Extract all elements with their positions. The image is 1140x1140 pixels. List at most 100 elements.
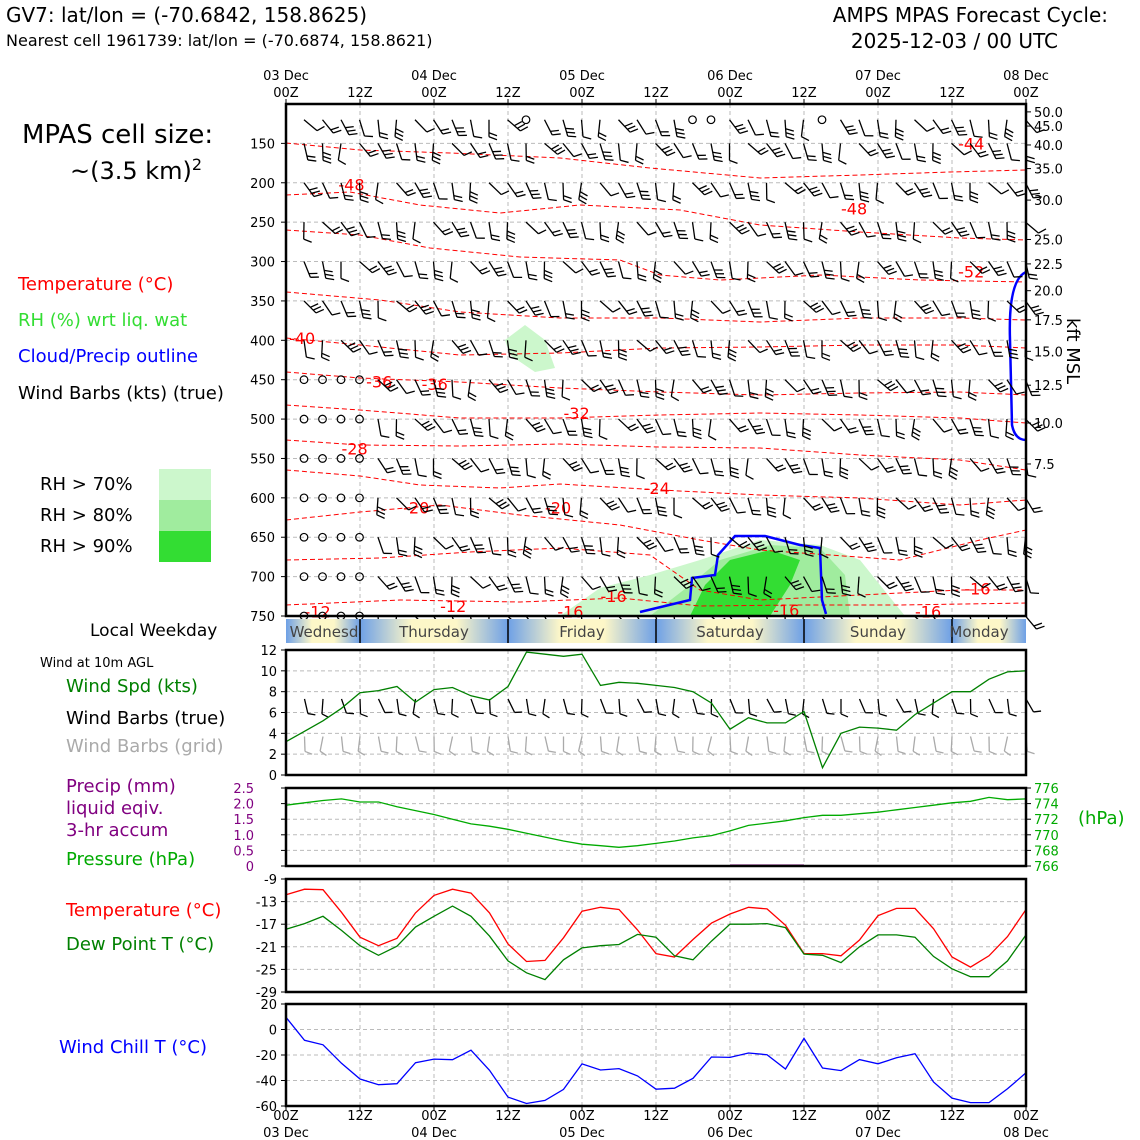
isotherm-line <box>285 371 1027 396</box>
wind-barb-flag <box>509 356 519 360</box>
wind-barb-flag <box>923 194 933 198</box>
calm-wind-marker <box>299 414 309 424</box>
wind-barb-flag <box>624 122 633 127</box>
wind-barb <box>414 261 429 280</box>
isotherm-label: -16 <box>964 580 990 599</box>
wind-barb-flag <box>1012 473 1022 476</box>
wind-barb-flag <box>828 506 838 510</box>
wind-barb-flag <box>1031 192 1040 195</box>
wind-barb <box>673 497 683 519</box>
wind-barb-shaft <box>728 576 734 594</box>
wind-barb <box>358 182 369 203</box>
grid-wind-barb-flag <box>616 750 624 756</box>
grid-wind-barb-flag <box>449 750 456 757</box>
wind-barb-flag <box>544 588 554 593</box>
wind-barb-flag <box>1004 132 1014 138</box>
wind-barb <box>599 458 615 475</box>
wind-barb-shaft <box>303 300 317 314</box>
wind-barb-flag <box>701 187 710 193</box>
wind-barb-flag <box>303 238 312 243</box>
true-wind-barb-flag <box>956 712 965 715</box>
wind-barb-flag <box>488 136 498 141</box>
wind-barb-shaft <box>803 497 816 511</box>
wind-barb <box>839 418 859 434</box>
wind-barb-shaft <box>673 119 678 137</box>
wind-barb-flag <box>570 348 579 352</box>
wind-barb-shaft <box>636 261 639 279</box>
wind-barb-shaft <box>728 379 736 397</box>
swatch-rh80 <box>159 500 211 531</box>
wind-barb <box>395 379 415 395</box>
wind-barb <box>616 537 626 559</box>
wind-barb-flag <box>580 510 589 516</box>
wind-barb-flag <box>914 545 923 550</box>
wind-barb-shaft <box>470 261 483 275</box>
wind-barb <box>580 119 592 140</box>
wind-barb <box>1025 221 1047 234</box>
wind-barb-flag <box>653 277 662 283</box>
wind-barb-shaft <box>727 340 731 358</box>
wind-barb-flag <box>715 273 724 275</box>
wind-barb-flag <box>772 263 782 269</box>
true-wind-barb <box>507 698 523 714</box>
wind-barb <box>562 261 584 274</box>
wind-barb-flag <box>678 434 687 438</box>
wind-barb-flag <box>555 546 564 551</box>
wind-barb-flag <box>1006 230 1016 235</box>
wind-barb <box>801 419 812 441</box>
calm-wind-marker <box>318 493 327 503</box>
wind-barb <box>821 261 835 280</box>
wind-barb-flag <box>815 307 825 313</box>
wind-barb-flag <box>715 474 724 477</box>
wind-barb-flag <box>554 146 563 153</box>
wind-barb-flag <box>523 549 532 555</box>
wind-barb-shaft <box>913 458 920 476</box>
wind-barb <box>525 379 541 397</box>
wind-barb-flag <box>717 389 726 392</box>
wind-barb-flag <box>820 553 829 559</box>
wind-barb <box>1025 418 1046 432</box>
wind-barb-flag <box>738 313 748 316</box>
wind-barb-flag <box>857 592 866 598</box>
wind-barb-flag <box>469 191 479 196</box>
wind-barb-flag <box>904 274 914 277</box>
wind-barb <box>358 300 372 320</box>
wind-barb-flag <box>579 191 588 197</box>
wind-barb-flag <box>463 151 473 156</box>
wind-barb <box>710 497 730 512</box>
wind-barb-flag <box>881 434 890 438</box>
wind-barb-shaft <box>821 261 827 279</box>
kft-tick-label: 10.0 <box>1034 417 1063 432</box>
wind-barb-shaft <box>932 418 945 433</box>
wind-barb <box>504 418 514 441</box>
true-wind-barb-flag <box>605 712 614 714</box>
wind-barb-shaft <box>969 221 978 239</box>
calm-wind-marker <box>336 532 346 542</box>
wind-barb-shaft <box>488 261 499 277</box>
wind-barb-flag <box>469 199 478 204</box>
wind-barb-shaft <box>1006 182 1018 197</box>
wind-barb <box>673 119 686 139</box>
wind-barb-flag <box>1031 421 1040 427</box>
wind-barb-shaft <box>765 339 777 355</box>
wind-barb-flag <box>894 313 903 319</box>
wind-barb <box>654 536 674 552</box>
wind-barb <box>581 379 602 393</box>
wind-barb-flag <box>895 132 904 137</box>
wind-barb-flag <box>915 356 925 361</box>
isotherm-line <box>285 291 1027 323</box>
wind-barb <box>782 497 792 520</box>
wind-barb <box>617 182 636 199</box>
wind-barb-flag <box>510 159 520 162</box>
wind-barb <box>673 458 693 473</box>
wind-barb-flag <box>896 431 905 436</box>
wind-barb-flag <box>602 151 612 154</box>
true-wind-barb <box>655 698 667 717</box>
wind-barb-flag <box>884 152 893 156</box>
wind-barb-flag <box>493 266 503 270</box>
wind-barb-shaft <box>377 576 390 590</box>
pressure-line <box>285 796 1027 848</box>
wind-barb-flag <box>621 584 630 587</box>
wind-barb-flag <box>797 188 806 195</box>
grid-wind-barb <box>377 736 389 754</box>
